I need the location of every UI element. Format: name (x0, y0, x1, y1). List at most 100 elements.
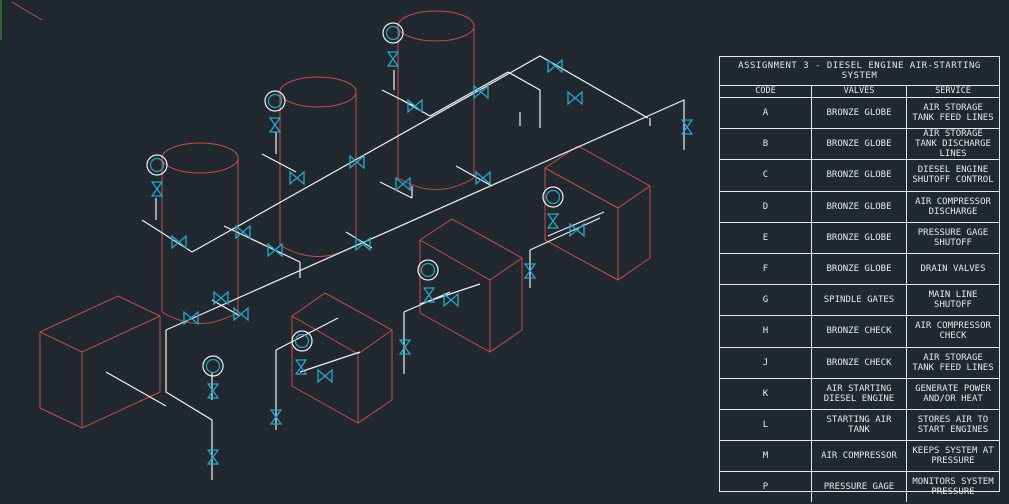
row-valve: STARTING AIR TANK (812, 410, 907, 440)
valve-icon (568, 92, 582, 104)
row-service: STORES AIR TO START ENGINES (907, 410, 999, 440)
row-code: D (720, 192, 812, 222)
valve-icon (208, 384, 218, 398)
table-header-row: CODE VALVES SERVICE (720, 86, 999, 98)
row-valve-text: BRONZE GLOBE (826, 139, 891, 149)
table-row: C BRONZE GLOBE DIESEL ENGINE SHUTOFF CONTR… (720, 160, 999, 191)
row-valve: AIR STARTING DIESEL ENGINE (812, 379, 907, 409)
row-valve-text: BRONZE GLOBE (826, 233, 891, 243)
valve-icon (444, 294, 458, 306)
row-valve-text: PRESSURE GAGE (824, 482, 894, 492)
row-valve: BRONZE GLOBE (812, 254, 907, 284)
row-code: E (720, 223, 812, 253)
header-service: SERVICE (907, 86, 999, 97)
table-row: H BRONZE CHECK AIR COMPRESSOR CHECK (720, 316, 999, 347)
table-row: B BRONZE GLOBE AIR STORAGE TANK DISCHARGE … (720, 129, 999, 160)
pressure-gauge-icon (418, 260, 438, 280)
row-service: AIR COMPRESSOR DISCHARGE (907, 192, 999, 222)
row-valve-text: SPINDLE GATES (824, 295, 894, 305)
row-code: H (720, 316, 812, 346)
pressure-gauge-icon (147, 155, 167, 175)
row-service: AIR STORAGE TANK FEED LINES (907, 348, 999, 378)
diesel-engine-box (40, 296, 160, 428)
valve-icon (152, 182, 162, 196)
row-valve-text: BRONZE CHECK (826, 358, 891, 368)
valve-icon (424, 288, 434, 302)
row-service: AIR STORAGE TANK FEED LINES (907, 98, 999, 128)
row-valve-text: BRONZE CHECK (826, 326, 891, 336)
valve-icon (270, 118, 280, 132)
valve-icon (172, 236, 186, 248)
valve-icon (184, 312, 198, 324)
valve-icon (208, 450, 218, 464)
valve-icon (214, 292, 228, 304)
pressure-gauge-icon (383, 23, 403, 43)
table-row: F BRONZE GLOBE DRAIN VALVES (720, 254, 999, 285)
row-valve: PRESSURE GAGE (812, 472, 907, 502)
row-valve-text: BRONZE GLOBE (826, 170, 891, 180)
table-row: P PRESSURE GAGE MONITORS SYSTEM PRESSURE (720, 472, 999, 502)
table-row: G SPINDLE GATES MAIN LINE SHUTOFF (720, 285, 999, 316)
row-code: F (720, 254, 812, 284)
valve-icon (388, 52, 398, 66)
row-valve: BRONZE CHECK (812, 316, 907, 346)
row-valve-text: BRONZE GLOBE (826, 202, 891, 212)
valve-icon (548, 60, 562, 72)
table-row: A BRONZE GLOBE AIR STORAGE TANK FEED LINES (720, 98, 999, 129)
valve-icon (318, 370, 332, 382)
row-service: AIR COMPRESSOR CHECK (907, 316, 999, 346)
valves (152, 52, 692, 464)
row-valve: SPINDLE GATES (812, 285, 907, 315)
row-code: C (720, 160, 812, 190)
row-valve-text: BRONZE GLOBE (826, 264, 891, 274)
row-code: M (720, 441, 812, 471)
air-tank-2 (280, 77, 356, 257)
row-code: G (720, 285, 812, 315)
row-valve-text: AIR COMPRESSOR (821, 451, 897, 461)
valve-icon (570, 224, 584, 236)
valve-icon (408, 100, 422, 112)
row-valve: BRONZE GLOBE (812, 223, 907, 253)
pressure-gauge-icon (292, 331, 312, 351)
header-code: CODE (720, 86, 812, 97)
ucs-corner-line (12, 2, 42, 20)
row-valve-text: AIR STARTING DIESEL ENGINE (824, 384, 894, 404)
row-service: MAIN LINE SHUTOFF (907, 285, 999, 315)
header-valves: VALVES (812, 86, 907, 97)
compressor-box-3 (545, 146, 650, 280)
row-code: L (720, 410, 812, 440)
table-row: L STARTING AIR TANK STORES AIR TO START EN… (720, 410, 999, 441)
row-valve: BRONZE GLOBE (812, 160, 907, 190)
table-body: A BRONZE GLOBE AIR STORAGE TANK FEED LINES… (720, 98, 999, 502)
row-service: PRESSURE GAGE SHUTOFF (907, 223, 999, 253)
row-valve: BRONZE GLOBE (812, 192, 907, 222)
row-code: K (720, 379, 812, 409)
row-code: A (720, 98, 812, 128)
row-valve-text: STARTING AIR TANK (826, 415, 891, 435)
pressure-gauge-icon (203, 356, 223, 376)
row-service: GENERATE POWER AND/OR HEAT (907, 379, 999, 409)
row-valve: BRONZE CHECK (812, 348, 907, 378)
table-title: ASSIGNMENT 3 - DIESEL ENGINE AIR-STARTIN… (720, 57, 999, 86)
pressure-gauge-icon (265, 91, 285, 111)
row-service: DRAIN VALVES (907, 254, 999, 284)
valve-schedule-table: ASSIGNMENT 3 - DIESEL ENGINE AIR-STARTIN… (719, 56, 1000, 492)
pressure-gauge-icon (543, 187, 563, 207)
valve-icon (548, 214, 558, 228)
valve-icon (396, 178, 410, 190)
row-service: AIR STORAGE TANK DISCHARGE LINES (907, 129, 999, 159)
table-row: M AIR COMPRESSOR KEEPS SYSTEM AT PRESSURE (720, 441, 999, 472)
row-valve: BRONZE GLOBE (812, 98, 907, 128)
valve-icon (268, 244, 282, 256)
row-service: KEEPS SYSTEM AT PRESSURE (907, 441, 999, 471)
row-code: J (720, 348, 812, 378)
table-row: K AIR STARTING DIESEL ENGINE GENERATE POWE… (720, 379, 999, 410)
row-code: B (720, 129, 812, 159)
row-valve: AIR COMPRESSOR (812, 441, 907, 471)
valve-icon (290, 172, 304, 184)
air-tank-1 (162, 143, 238, 324)
row-valve-text: BRONZE GLOBE (826, 108, 891, 118)
row-valve: BRONZE GLOBE (812, 129, 907, 159)
row-code: P (720, 472, 812, 502)
